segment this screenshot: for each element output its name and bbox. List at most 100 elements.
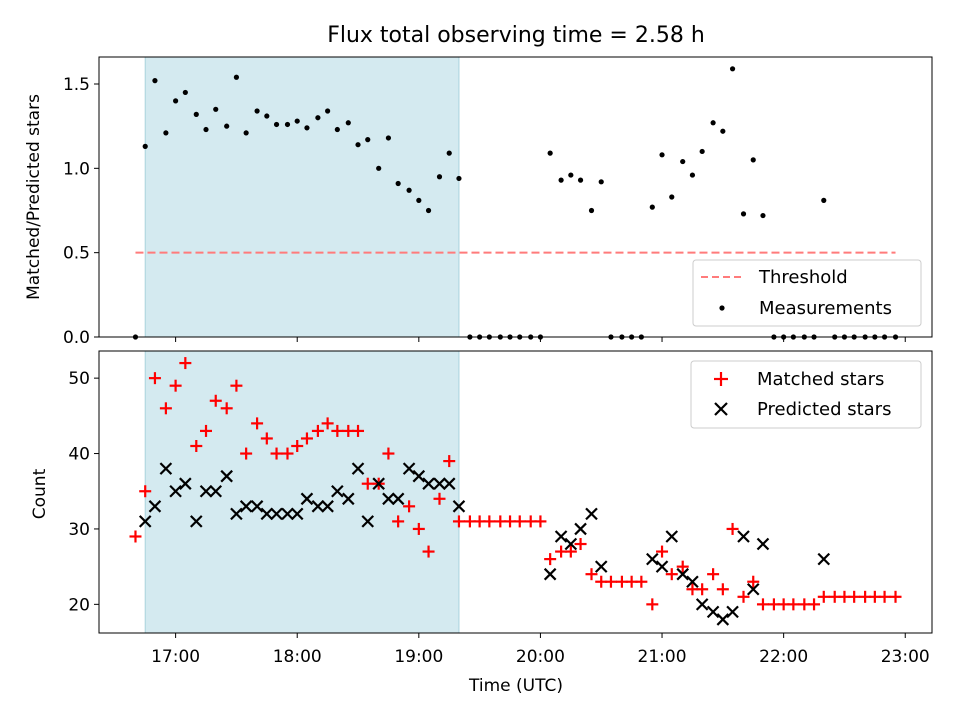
matched-star-marker	[159, 402, 172, 415]
measurement-point	[355, 142, 361, 148]
matched-star-marker	[169, 379, 182, 392]
measurement-point	[325, 108, 331, 114]
matched-star-marker	[129, 530, 142, 543]
matched-star-marker	[433, 492, 446, 505]
matched-star-marker	[817, 590, 830, 603]
matched-star-marker	[452, 515, 465, 528]
matched-star-marker	[483, 515, 496, 528]
matched-star-marker	[300, 432, 313, 445]
matched-star-marker	[696, 583, 709, 596]
matched-legend-label: Matched stars	[757, 369, 884, 390]
predicted-star-markers	[138, 462, 831, 626]
top-panel: Flux total observing time = 2.58 h 0.00.…	[24, 23, 933, 348]
y-tick-label: 40	[68, 445, 90, 465]
predicted-star-marker	[412, 469, 426, 483]
matched-star-marker	[251, 417, 264, 430]
bottom-panel: 20 30 40 50 17:00 18:00 19:00 20:00 21:00 22:00 2…	[30, 350, 933, 696]
measurement-point	[740, 211, 747, 217]
predicted-star-marker	[190, 515, 203, 528]
predicted-star-marker	[230, 507, 243, 521]
y-tick-label: 20	[68, 595, 90, 615]
predicted-star-marker	[361, 515, 375, 528]
bottom-x-ticks: 17:00 18:00 19:00 20:00 21:00 22:00 23:00	[151, 633, 930, 667]
measurement-point	[224, 123, 230, 129]
matched-star-marker	[889, 590, 902, 603]
predicted-star-marker	[250, 500, 264, 513]
matched-star-marker	[665, 568, 678, 581]
threshold-legend-label: Threshold	[758, 267, 848, 288]
predicted-star-marker	[726, 605, 739, 619]
matched-star-marker	[382, 447, 395, 460]
measurement-point	[416, 197, 422, 203]
predicted-star-marker	[281, 507, 294, 521]
matched-star-marker	[635, 575, 648, 588]
matched-star-marker	[878, 590, 891, 603]
predicted-star-marker	[331, 484, 344, 498]
predicted-star-marker	[351, 462, 365, 475]
matched-star-marker	[604, 575, 617, 588]
matched-star-marker	[179, 357, 192, 370]
predicted-star-marker	[311, 500, 325, 513]
measurement-point	[446, 150, 452, 156]
measurement-point	[406, 187, 412, 193]
x-tick-label: 20:00	[516, 647, 565, 667]
matched-star-marker	[200, 424, 213, 437]
predicted-star-marker	[342, 492, 355, 506]
matched-star-marker	[574, 538, 587, 551]
matched-star-markers	[129, 357, 902, 611]
measurement-point	[669, 194, 675, 200]
predicted-star-marker	[543, 567, 557, 581]
matched-star-marker	[544, 553, 557, 566]
matched-star-marker	[676, 560, 689, 573]
predicted-star-marker	[706, 605, 720, 619]
measurement-point	[680, 158, 686, 165]
measurement-point	[264, 113, 270, 119]
top-plot-frame	[98, 56, 933, 338]
matched-star-marker	[260, 432, 273, 445]
matched-star-marker	[209, 394, 222, 407]
predicted-star-marker	[422, 477, 435, 490]
predicted-star-marker	[676, 567, 689, 581]
predicted-star-marker	[290, 507, 304, 521]
matched-star-marker	[443, 455, 456, 468]
x-tick-label: 18:00	[273, 647, 322, 667]
predicted-star-marker	[452, 500, 466, 513]
measurement-point	[193, 111, 199, 117]
predicted-star-marker	[382, 492, 395, 506]
matched-star-marker	[737, 590, 750, 603]
measurement-point	[213, 106, 219, 112]
measurement-point	[376, 165, 382, 171]
measurement-point	[163, 130, 169, 136]
y-tick-label: 50	[68, 369, 90, 389]
measurements-legend-label: Measurements	[759, 298, 892, 319]
matched-star-marker	[321, 417, 334, 430]
predicted-star-marker	[239, 500, 253, 513]
matched-star-marker	[240, 447, 253, 460]
top-y-axis-label: Matched/Predicted stars	[24, 94, 44, 300]
measurement-point	[284, 121, 291, 128]
y-tick-label: 0.5	[63, 244, 90, 264]
measurement-point	[345, 120, 351, 126]
predicted-star-marker	[716, 613, 730, 626]
measurement-point	[315, 115, 321, 121]
measurement-point	[142, 143, 148, 149]
predicted-star-marker	[199, 484, 213, 498]
measurement-point	[710, 120, 716, 126]
matched-star-marker	[311, 424, 324, 437]
matched-star-marker	[534, 515, 547, 528]
predicted-star-marker	[321, 500, 334, 513]
x-tick-label: 17:00	[151, 647, 200, 667]
predicted-star-marker	[179, 477, 192, 490]
predicted-star-marker	[695, 598, 709, 611]
matched-star-marker	[422, 545, 435, 558]
measurement-point	[294, 118, 300, 124]
measurement-point	[436, 174, 443, 180]
measurement-point	[152, 78, 158, 84]
predicted-star-marker	[594, 560, 608, 573]
predicted-star-marker	[391, 492, 405, 506]
shaded-span	[144, 350, 460, 634]
shaded-span	[144, 56, 460, 338]
matched-star-marker	[513, 515, 526, 528]
predicted-legend-label: Predicted stars	[757, 399, 891, 420]
